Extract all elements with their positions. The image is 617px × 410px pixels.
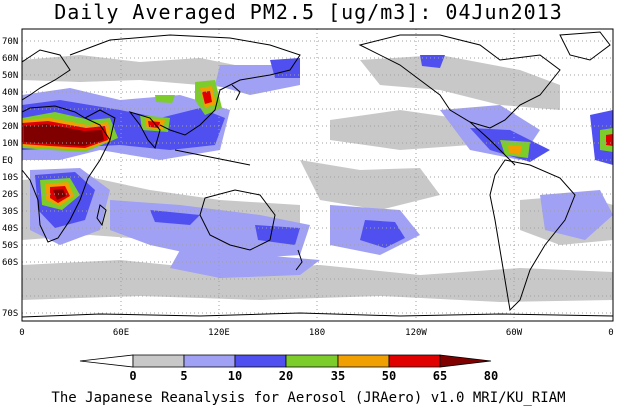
map-plot [22,29,613,321]
chart-title: Daily Averaged PM2.5 [ug/m3]: 04Jun2013 [54,0,563,24]
colorbar-tick-label: 10 [228,369,242,383]
lat-tick: 30S [2,207,18,217]
lat-tick: 60N [2,54,18,64]
colorbar-tick-label: 65 [433,369,447,383]
lon-tick: 120E [208,328,230,338]
aerosol-field-darkred [24,124,104,200]
colorbar-tick-label: 80 [484,369,498,383]
lat-axis: 70N 60N 50N 40N 30N 20N 10N EQ 10S 20S 3… [2,37,18,319]
lon-axis: 0 60E 120E 180 120W 60W 0 [19,328,613,338]
lat-tick: 20S [2,190,18,200]
lon-tick: 120W [405,328,427,338]
colorbar-cell [132,354,185,368]
lat-tick: 70S [2,309,18,319]
lon-tick: 180 [309,328,325,338]
lat-tick: 10N [2,139,18,149]
lat-tick: 50S [2,241,18,251]
colorbar-tick-label: 35 [331,369,345,383]
colorbar-cell [337,354,390,368]
colorbar: 0 5 10 20 35 50 65 80 [79,354,498,383]
lon-tick: 60E [113,328,129,338]
colorbar-cell [388,354,441,368]
colorbar-cell [79,354,134,368]
colorbar-tick-label: 5 [180,369,187,383]
lat-tick: 20N [2,122,18,132]
colorbar-tick-label: 20 [279,369,293,383]
lat-tick: 50N [2,71,18,81]
colorbar-tick-label: 50 [382,369,396,383]
colorbar-cell [234,354,287,368]
lat-tick: 40S [2,224,18,234]
lon-tick: 0 [19,328,24,338]
lat-tick: 30N [2,105,18,115]
colorbar-tick-label: 0 [129,369,136,383]
colorbar-cell [439,354,492,368]
map-gridlines [22,29,613,321]
colorbar-cell [183,354,236,368]
coastlines [22,31,613,318]
lat-tick: 10S [2,173,18,183]
colorbar-cell [285,354,339,368]
lon-tick: 0 [608,328,613,338]
lat-tick: 60S [2,258,18,268]
lat-tick: 70N [2,37,18,47]
map-frame [21,28,614,322]
lat-tick: 40N [2,88,18,98]
credit-line: The Japanese Reanalysis for Aerosol (JRA… [51,390,566,406]
lon-tick: 60W [506,328,523,338]
lat-tick: EQ [2,156,13,166]
